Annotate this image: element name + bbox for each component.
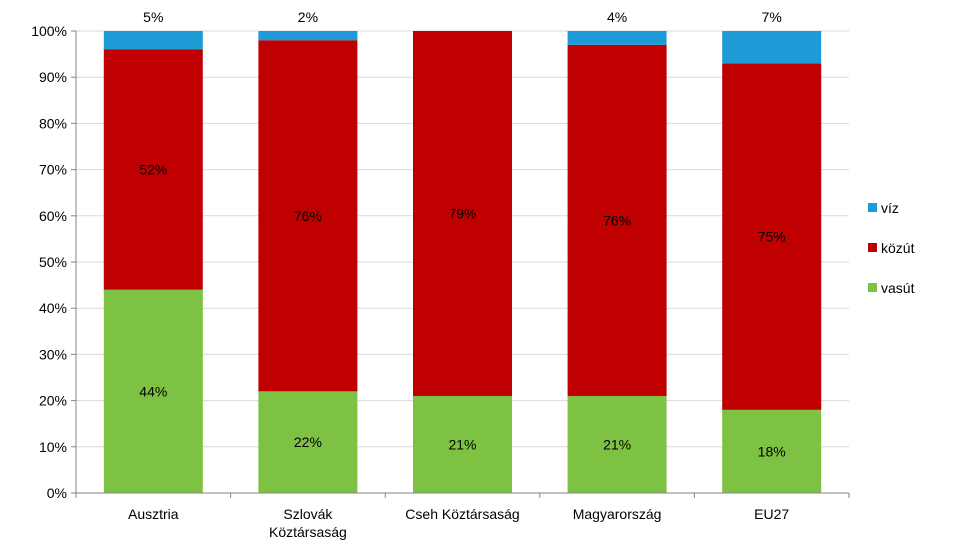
- y-tick-label: 60%: [39, 208, 67, 224]
- y-tick-label: 20%: [39, 393, 67, 409]
- data-label: 79%: [448, 205, 476, 221]
- bar-segment: [413, 31, 512, 396]
- data-label: 2%: [298, 9, 318, 25]
- data-label: 22%: [294, 434, 322, 450]
- bar-segment: [103, 289, 203, 493]
- bar-segment: [103, 31, 203, 50]
- legend: víz közút vasút: [868, 200, 915, 296]
- x-tick-label: Magyarország: [573, 506, 662, 522]
- data-label: 7%: [762, 9, 782, 25]
- bar-segment: [258, 40, 358, 392]
- y-tick-label: 0%: [47, 485, 67, 501]
- legend-label: közút: [881, 240, 915, 256]
- bar-segment: [258, 31, 358, 41]
- y-tick-label: 80%: [39, 115, 67, 131]
- data-label: 52%: [139, 162, 167, 178]
- bars: 44% 52% 5% 22% 76% 2% 21% 79% 21% 76% 4% 18% 75% 7%: [103, 9, 822, 493]
- bar-segment: [722, 63, 822, 410]
- data-label: 44%: [139, 383, 167, 399]
- y-tick-label: 70%: [39, 162, 67, 178]
- y-axis: 0% 10% 20% 30% 40% 50% 60% 70% 80% 90% 100%: [31, 23, 77, 501]
- data-label: 21%: [603, 436, 631, 452]
- y-tick-label: 10%: [39, 439, 67, 455]
- bar-segment: [567, 395, 667, 493]
- bar-segment: [567, 31, 667, 45]
- bar-segment: [413, 395, 512, 493]
- y-tick-label: 50%: [39, 254, 67, 270]
- legend-label: vasút: [881, 280, 915, 296]
- x-tick-label: EU27: [754, 506, 789, 522]
- x-tick-label: Szlovák: [283, 506, 333, 522]
- legend-swatch: [868, 243, 877, 252]
- data-label: 18%: [758, 443, 786, 459]
- bar-segment: [258, 391, 358, 493]
- x-tick-label: Cseh Köztársaság: [405, 506, 519, 522]
- y-tick-label: 90%: [39, 69, 67, 85]
- y-tick-label: 40%: [39, 300, 67, 316]
- bar-segment: [722, 31, 822, 64]
- x-tick-label: Ausztria: [128, 506, 179, 522]
- legend-label: víz: [881, 200, 899, 216]
- legend-swatch: [868, 283, 877, 292]
- y-tick-label: 30%: [39, 346, 67, 362]
- data-label: 4%: [607, 9, 627, 25]
- bar-segment: [722, 409, 822, 493]
- x-axis: Ausztria Szlovák Köztársaság Cseh Köztársas…: [75, 492, 850, 540]
- y-tick-label: 100%: [31, 23, 67, 39]
- data-label: 76%: [294, 208, 322, 224]
- bar-segment: [567, 44, 667, 396]
- x-tick-label: Köztársaság: [269, 524, 347, 540]
- bar-segment: [103, 49, 203, 290]
- data-label: 21%: [448, 436, 476, 452]
- data-label: 76%: [603, 212, 631, 228]
- legend-swatch: [868, 203, 877, 212]
- data-label: 75%: [758, 229, 786, 245]
- data-label: 5%: [143, 9, 163, 25]
